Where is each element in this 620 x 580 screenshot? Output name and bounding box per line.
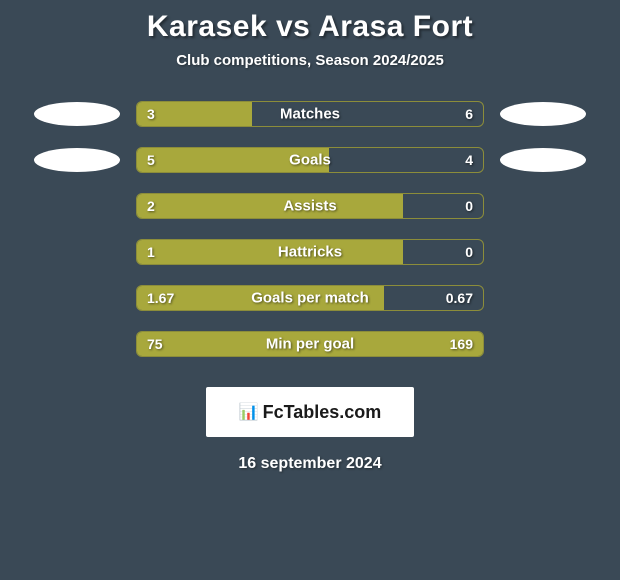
team-badge-left: [32, 148, 122, 172]
stat-row: 75 Min per goal 169: [32, 331, 588, 357]
stat-value-left: 75: [147, 336, 163, 352]
stat-bar: 1 Hattricks 0: [136, 239, 484, 265]
stat-value-left: 3: [147, 106, 155, 122]
avatar-placeholder: [500, 148, 586, 172]
stat-row: 1.67 Goals per match 0.67: [32, 285, 588, 311]
stat-value-right: 6: [465, 106, 473, 122]
source-logo[interactable]: 📊 FcTables.com: [206, 387, 414, 437]
stat-row: 5 Goals 4: [32, 147, 588, 173]
stat-row-wrap: 75 Min per goal 169: [32, 331, 588, 357]
stat-row-wrap: 1 Hattricks 0: [32, 239, 588, 265]
stat-bar-fill: [137, 240, 403, 264]
stat-row-wrap: 2 Assists 0: [32, 193, 588, 219]
stat-label: Matches: [280, 106, 340, 123]
stat-value-right: 0.67: [446, 290, 473, 306]
stat-label: Assists: [283, 198, 336, 215]
stat-value-left: 1: [147, 244, 155, 260]
stat-label: Goals: [289, 152, 331, 169]
stat-value-left: 2: [147, 198, 155, 214]
avatar-placeholder: [500, 102, 586, 126]
stat-bar: 3 Matches 6: [136, 101, 484, 127]
avatar-placeholder: [34, 102, 120, 126]
stat-bar: 5 Goals 4: [136, 147, 484, 173]
stat-label: Goals per match: [251, 290, 369, 307]
subtitle: Club competitions, Season 2024/2025: [0, 52, 620, 69]
stat-bar: 1.67 Goals per match 0.67: [136, 285, 484, 311]
stat-value-right: 4: [465, 152, 473, 168]
stat-value-right: 169: [450, 336, 473, 352]
chart-icon: 📊: [239, 402, 259, 422]
stat-value-right: 0: [465, 198, 473, 214]
stat-value-left: 1.67: [147, 290, 174, 306]
stat-label: Hattricks: [278, 244, 342, 261]
stat-row-wrap: 3 Matches 6: [32, 101, 588, 127]
team-badge-right: [498, 102, 588, 126]
avatar-placeholder: [34, 148, 120, 172]
stat-bar-fill: [137, 194, 403, 218]
logo-text: FcTables.com: [263, 402, 382, 423]
stat-bar: 75 Min per goal 169: [136, 331, 484, 357]
stat-label: Min per goal: [266, 336, 354, 353]
comparison-card: Karasek vs Arasa Fort Club competitions,…: [0, 0, 620, 483]
stat-row: 2 Assists 0: [32, 193, 588, 219]
stat-row: 1 Hattricks 0: [32, 239, 588, 265]
date-label: 16 september 2024: [0, 455, 620, 473]
stat-row-wrap: 5 Goals 4: [32, 147, 588, 173]
team-badge-left: [32, 102, 122, 126]
page-title: Karasek vs Arasa Fort: [0, 10, 620, 44]
stat-row-wrap: 1.67 Goals per match 0.67: [32, 285, 588, 311]
team-badge-right: [498, 148, 588, 172]
stat-value-right: 0: [465, 244, 473, 260]
stats-list: 3 Matches 6 5 Goals 4 2 Assists 0 1 Hattricks 0 1.67…: [0, 101, 620, 377]
stat-bar: 2 Assists 0: [136, 193, 484, 219]
stat-row: 3 Matches 6: [32, 101, 588, 127]
stat-value-left: 5: [147, 152, 155, 168]
